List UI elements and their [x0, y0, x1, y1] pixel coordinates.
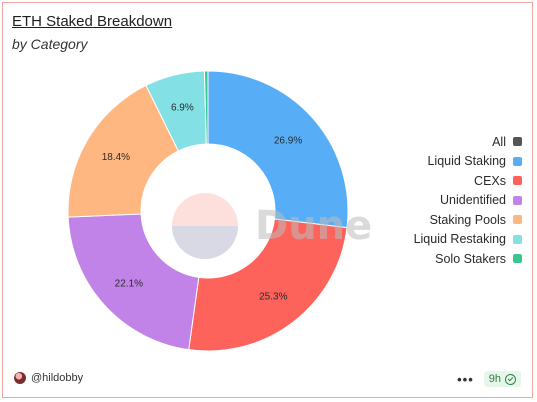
footer-actions: ••• 9h — [457, 371, 521, 387]
legend-item-solo-stakers[interactable]: Solo Stakers — [435, 249, 522, 269]
legend-swatch — [513, 156, 522, 166]
author-username: @hildobby — [31, 372, 84, 384]
slice-data-label: 26.9% — [274, 135, 302, 146]
legend-label: Solo Stakers — [435, 251, 506, 266]
author-link[interactable]: @hildobby — [14, 372, 83, 384]
donut-slice-solo-stakers[interactable] — [203, 70, 209, 145]
legend-item-cexs[interactable]: CEXs — [474, 171, 522, 191]
legend-swatch — [513, 176, 522, 186]
legend-item-unidentified[interactable]: Unidentified — [440, 191, 522, 211]
donut-chart: Dune 26.9% 25.3% 22.1% 18.4% 6.9% — [67, 70, 372, 352]
chart-card: ETH Staked Breakdown by Category Dune 26… — [2, 2, 533, 398]
freshness-badge: 9h — [483, 371, 521, 387]
legend-item-liquid-restaking[interactable]: Liquid Restaking — [414, 230, 522, 250]
legend-swatch — [513, 195, 522, 205]
avatar — [14, 372, 26, 384]
dune-logo: Dune — [172, 193, 372, 259]
legend-swatch — [513, 215, 522, 225]
slice-data-label: 22.1% — [115, 279, 143, 290]
legend-label: Liquid Restaking — [413, 232, 506, 247]
donut-slice-staking-pools[interactable] — [67, 84, 180, 218]
donut-slice-unidentified[interactable] — [67, 213, 200, 351]
watermark-text: Dune — [255, 203, 372, 249]
legend-item-staking-pools[interactable]: Staking Pools — [430, 210, 522, 230]
legend-item-liquid-staking[interactable]: Liquid Staking — [427, 152, 522, 172]
legend-item-all[interactable]: All — [492, 132, 522, 152]
more-options-icon[interactable]: ••• — [457, 371, 474, 387]
donut-slice-cexs[interactable] — [188, 218, 348, 352]
legend-label: Staking Pools — [429, 212, 506, 227]
chart-subtitle: by Category — [12, 36, 88, 52]
legend-label: Unidentified — [439, 193, 506, 208]
slice-data-label: 6.9% — [171, 103, 194, 114]
legend-swatch — [513, 254, 522, 264]
legend-label: All — [492, 134, 506, 149]
legend-label: CEXs — [474, 173, 506, 188]
legend: All Liquid Staking CEXs Unidentified Stakin… — [414, 132, 522, 269]
legend-label: Liquid Staking — [427, 154, 506, 169]
legend-swatch — [513, 137, 522, 147]
freshness-age: 9h — [488, 373, 501, 385]
slice-data-label: 18.4% — [102, 152, 130, 163]
chart-title[interactable]: ETH Staked Breakdown — [12, 13, 173, 30]
check-circle-icon — [505, 373, 516, 385]
legend-swatch — [513, 234, 522, 244]
donut-slice-liquid-staking[interactable] — [207, 70, 349, 229]
slice-data-label: 25.3% — [259, 291, 287, 302]
